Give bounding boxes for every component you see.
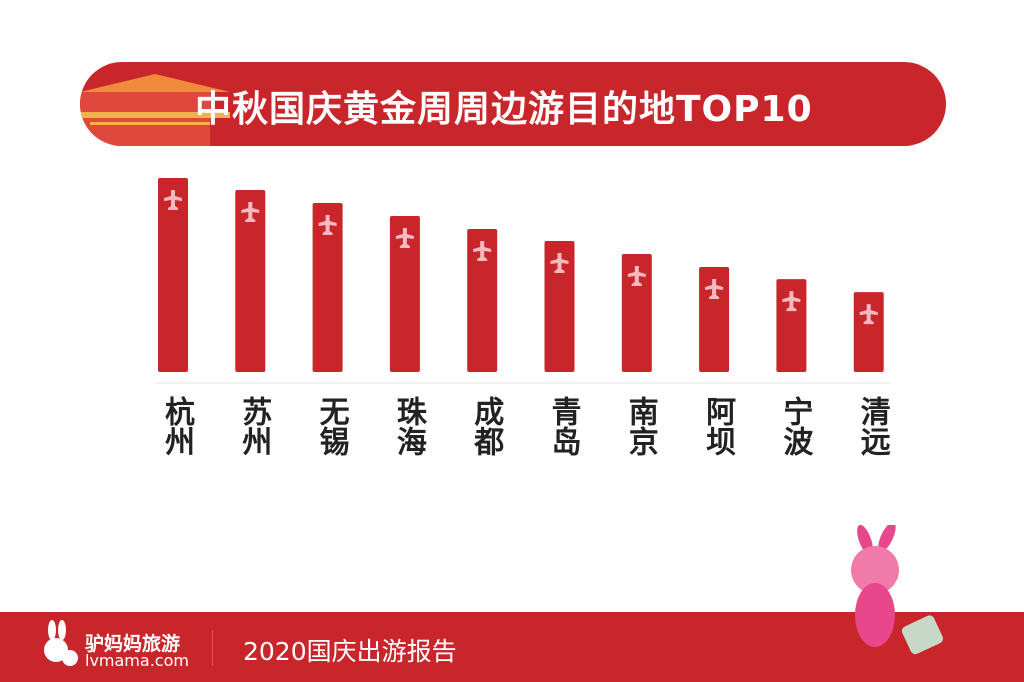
bar-清远 xyxy=(853,292,884,372)
category-label: 珠海 xyxy=(390,396,426,456)
airplane-icon xyxy=(705,279,724,300)
category-label: 清远 xyxy=(854,396,890,456)
airplane-icon xyxy=(164,190,182,210)
category-label: 无锡 xyxy=(313,396,349,456)
rabbit-logo-icon xyxy=(44,620,78,666)
category-label: 南京 xyxy=(622,396,658,456)
bar-成都 xyxy=(467,229,498,372)
title-banner xyxy=(80,62,946,146)
category-label: 苏州 xyxy=(236,396,272,456)
rabbit-mascot-icon xyxy=(851,525,944,655)
bar-青岛 xyxy=(544,241,575,372)
bar-苏州 xyxy=(235,190,266,372)
bar-珠海 xyxy=(389,216,420,372)
divider xyxy=(212,630,213,666)
airplane-icon xyxy=(859,304,878,325)
brand-name: 驴妈妈旅游 xyxy=(85,633,181,655)
chart-title: 中秋国庆黄金周周边游目的地TOP10 xyxy=(195,89,813,130)
bar-无锡 xyxy=(312,203,343,372)
airplane-icon xyxy=(782,291,801,312)
category-label: 宁波 xyxy=(777,396,813,456)
airplane-icon xyxy=(627,266,646,287)
bar-阿坝 xyxy=(699,267,730,372)
brand-url: lvmama.com xyxy=(85,651,189,670)
category-label: 阿坝 xyxy=(700,396,736,456)
airplane-icon xyxy=(550,253,569,274)
airplane-icon xyxy=(395,228,414,249)
tiananmen-gate-decoration xyxy=(80,62,230,146)
bar-宁波 xyxy=(776,279,807,372)
airplane-icon xyxy=(318,215,337,236)
bar-南京 xyxy=(621,254,652,372)
category-label: 成都 xyxy=(468,396,504,456)
bar-杭州 xyxy=(158,178,188,372)
report-title: 2020国庆出游报告 xyxy=(243,637,457,666)
category-label: 杭州 xyxy=(159,396,194,456)
footer: 驴妈妈旅游 lvmama.com 2020国庆出游报告 xyxy=(0,612,1024,682)
airplane-icon xyxy=(473,241,492,262)
category-label: 青岛 xyxy=(545,396,581,456)
airplane-icon xyxy=(241,202,260,223)
bar-chart xyxy=(155,178,890,384)
